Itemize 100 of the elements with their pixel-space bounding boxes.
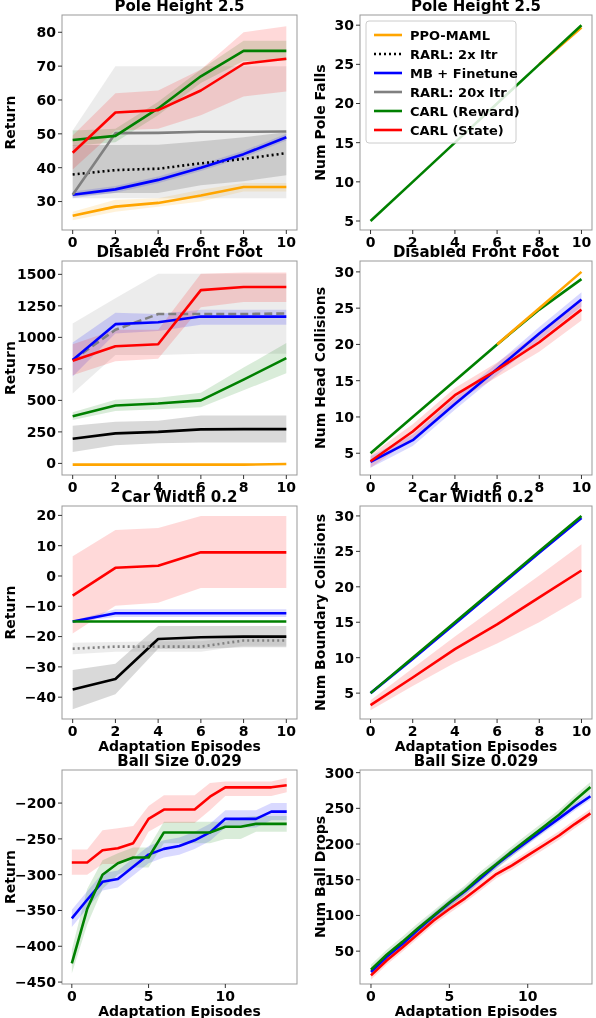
x-tick-label: 4: [153, 723, 164, 739]
y-tick-label: −30: [24, 658, 57, 675]
y-tick-label: 0: [46, 567, 57, 584]
legend-label: CARL (Reward): [410, 103, 520, 119]
y-tick-label: 10: [334, 173, 355, 190]
x-tick-label: 2: [407, 479, 418, 495]
y-tick-label: 300: [324, 764, 355, 781]
y-axis-title: Return: [2, 95, 18, 150]
x-tick-label: 8: [238, 723, 249, 739]
y-tick-label: 0: [46, 455, 57, 472]
y-axis-title: Num Head Collisions: [312, 286, 328, 450]
x-tick-label: 10: [517, 988, 538, 1004]
x-tick-label: 8: [534, 723, 545, 739]
y-tick-label: 30: [334, 263, 355, 280]
x-tick-label: 0: [67, 234, 78, 250]
y-tick-label: 50: [36, 125, 57, 142]
y-tick-label: 500: [26, 392, 57, 409]
y-tick-label: 10: [334, 408, 355, 425]
x-tick-label: 10: [571, 479, 592, 495]
y-axis-title: Return: [2, 341, 18, 395]
y-tick-label: −40: [24, 689, 57, 706]
x-tick-label: 2: [407, 723, 418, 739]
y-tick-label: 5: [344, 212, 354, 229]
y-tick-label: 25: [334, 56, 354, 73]
x-tick-label: 5: [143, 988, 154, 1004]
x-tick-label: 0: [365, 234, 376, 250]
y-tick-label: 20: [334, 95, 355, 112]
y-tick-label: 10: [334, 649, 355, 666]
y-tick-label: −350: [15, 902, 57, 919]
chart-title: Pole Height 2.5: [410, 0, 542, 15]
legend-label: MB + Finetune: [410, 65, 518, 81]
legend-label: RARL: 2x Itr: [410, 46, 499, 62]
y-tick-label: 1500: [17, 266, 57, 283]
x-tick-label: 0: [67, 723, 78, 739]
x-axis-title: Adaptation Episodes: [98, 1003, 261, 1018]
y-tick-label: 200: [324, 835, 355, 852]
x-tick-label: 10: [276, 479, 297, 495]
y-tick-label: −200: [15, 794, 57, 811]
x-tick-label: 10: [215, 988, 236, 1004]
y-tick-label: 15: [334, 134, 354, 151]
legend-label: CARL (State): [410, 122, 504, 138]
y-tick-label: 25: [334, 543, 354, 560]
x-tick-label: 5: [444, 988, 455, 1004]
y-tick-label: 1250: [17, 297, 57, 314]
x-tick-label: 6: [195, 723, 206, 739]
y-tick-label: 20: [36, 507, 57, 524]
x-tick-label: 0: [365, 723, 376, 739]
x-tick-label: 0: [66, 988, 77, 1004]
x-tick-label: 10: [276, 723, 297, 739]
legend-label: RARL: 20x Itr: [410, 84, 508, 100]
y-tick-label: 15: [334, 372, 354, 389]
x-tick-label: 2: [110, 479, 121, 495]
y-tick-label: 70: [36, 58, 57, 75]
y-tick-label: 20: [334, 578, 355, 595]
x-tick-label: 0: [366, 988, 377, 1004]
y-tick-label: 80: [36, 24, 57, 41]
x-tick-label: 8: [534, 479, 545, 495]
x-tick-label: 2: [110, 723, 121, 739]
x-tick-label: 8: [238, 479, 249, 495]
x-axis-title: Adaptation Episodes: [394, 1003, 558, 1018]
y-tick-label: −450: [15, 973, 57, 990]
chart-title: Ball Size 0.029: [413, 752, 539, 770]
x-tick-label: 10: [276, 234, 297, 250]
legend-label: PPO-MAML: [410, 27, 490, 43]
y-tick-label: 30: [334, 17, 355, 34]
y-tick-label: 60: [36, 91, 57, 108]
y-tick-label: 100: [324, 907, 355, 924]
y-tick-label: 50: [334, 943, 355, 960]
y-tick-label: 150: [324, 871, 355, 888]
y-tick-label: 30: [334, 507, 355, 524]
y-tick-label: 5: [344, 685, 354, 702]
y-tick-label: 250: [26, 423, 57, 440]
y-tick-label: 5: [344, 445, 354, 462]
x-tick-label: 10: [571, 234, 592, 250]
x-axis-title: Adaptation Episodes: [394, 738, 558, 754]
x-tick-label: 0: [365, 479, 376, 495]
y-tick-label: −250: [15, 830, 57, 847]
y-tick-label: 250: [324, 800, 355, 817]
x-tick-label: 6: [492, 723, 502, 739]
chart-title: Pole Height 2.5: [114, 0, 245, 15]
y-tick-label: 30: [36, 193, 57, 210]
y-axis-title: Num Pole Falls: [312, 64, 328, 181]
y-tick-label: −300: [15, 866, 57, 883]
y-tick-label: 20: [334, 336, 355, 353]
y-tick-label: −20: [24, 628, 57, 645]
x-tick-label: 0: [67, 479, 78, 495]
chart-title: Ball Size 0.029: [117, 752, 242, 770]
y-tick-label: 1000: [17, 329, 57, 346]
y-tick-label: 10: [36, 537, 57, 554]
y-axis-title: Return: [2, 585, 18, 640]
x-tick-label: 10: [571, 723, 592, 739]
x-tick-label: 4: [450, 723, 461, 739]
y-tick-label: 25: [334, 300, 354, 317]
y-tick-label: −10: [24, 598, 57, 615]
y-tick-label: 40: [36, 159, 57, 176]
y-tick-label: −400: [15, 938, 57, 955]
x-axis-title: Adaptation Episodes: [98, 738, 261, 754]
y-tick-label: 750: [26, 360, 57, 377]
y-tick-label: 15: [334, 614, 354, 631]
y-axis-title: Num Boundary Collisions: [312, 513, 328, 712]
